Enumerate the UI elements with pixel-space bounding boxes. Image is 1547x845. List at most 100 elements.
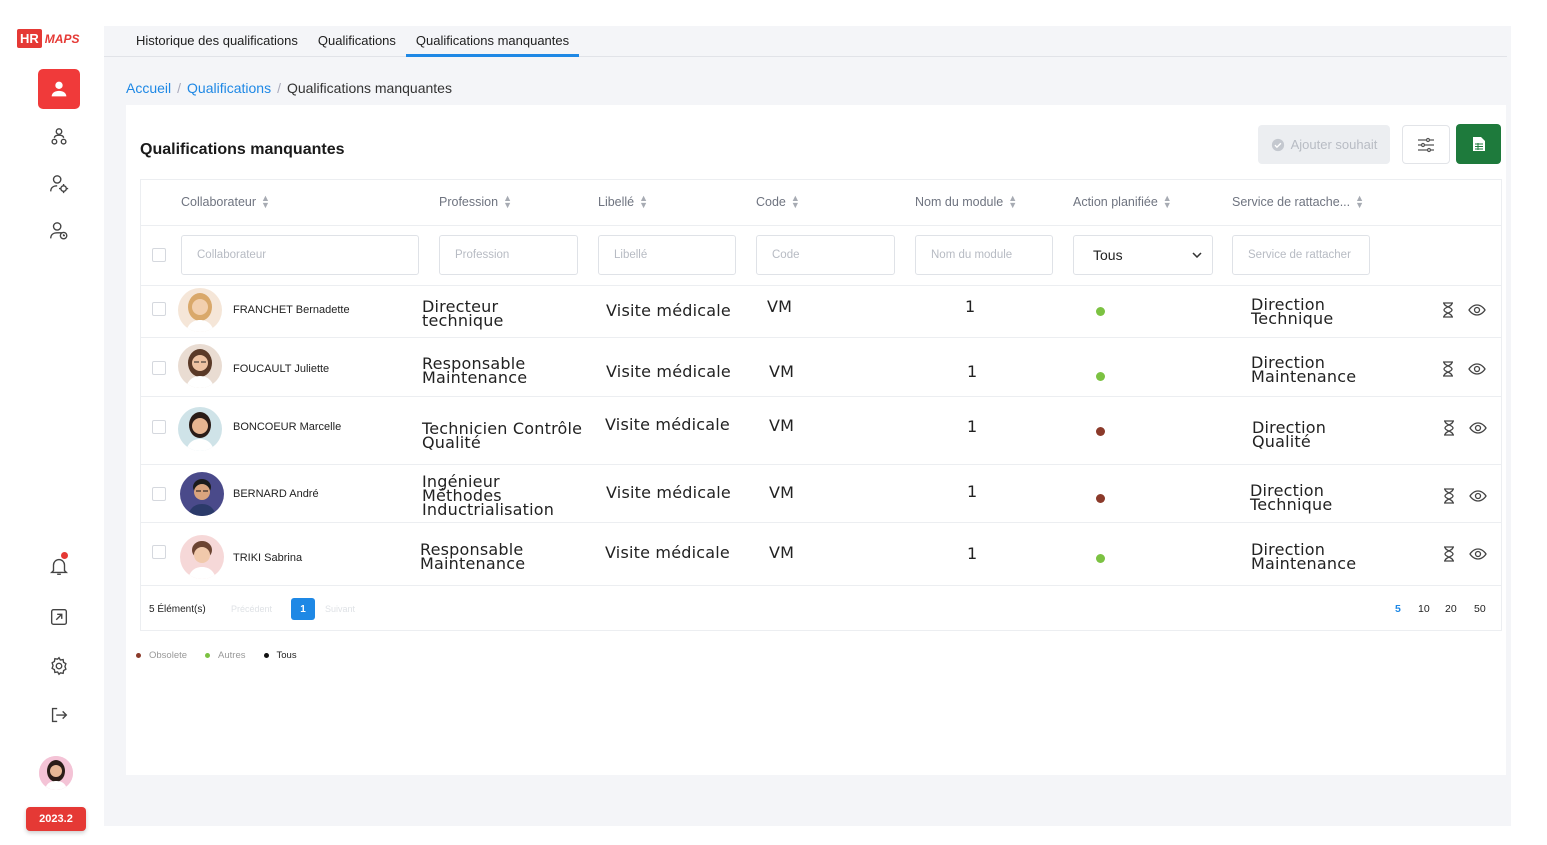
select-all-checkbox[interactable]	[152, 248, 166, 262]
page-title: Qualifications manquantes	[140, 141, 345, 158]
service-line: Technique	[1250, 495, 1333, 514]
eye-icon[interactable]	[1469, 487, 1487, 505]
code-cell: VM	[767, 297, 793, 316]
profession-cell: Ingénieur Méthodes Inductrialisation	[422, 472, 554, 518]
collaborateur-name[interactable]: BERNARD André	[233, 488, 319, 500]
hourglass-icon[interactable]	[1440, 487, 1458, 505]
sort-icon: ▲ ▼	[790, 193, 800, 210]
status-legend: Obsolete Autres Tous	[136, 650, 297, 661]
column-label: Code	[756, 195, 786, 209]
module-cell: 1	[967, 417, 978, 436]
module-cell: 1	[967, 362, 978, 381]
hrmaps-logo[interactable]: HR MAPS	[17, 29, 79, 48]
sidebar-item-hierarchy[interactable]	[38, 117, 80, 157]
row-checkbox[interactable]	[152, 545, 166, 559]
user-avatar[interactable]	[39, 756, 73, 790]
legend-autres[interactable]: Autres	[205, 650, 246, 661]
external-link-button[interactable]	[38, 597, 80, 637]
service-cell: Direction Maintenance	[1251, 542, 1356, 572]
sidebar-item-user-settings[interactable]	[38, 164, 80, 204]
filter-profession-input[interactable]: Profession	[439, 235, 578, 275]
legend-tous[interactable]: Tous	[263, 650, 297, 661]
bell-icon	[50, 558, 68, 575]
filter-action-select[interactable]: Tous	[1073, 235, 1213, 275]
filter-service-input[interactable]: Service de rattacher	[1232, 235, 1370, 275]
collaborateur-name[interactable]: FOUCAULT Juliette	[233, 363, 330, 375]
filter-settings-button[interactable]	[1402, 125, 1450, 164]
breadcrumb-section[interactable]: Qualifications	[187, 80, 272, 96]
logout-button[interactable]	[38, 695, 80, 735]
eye-icon[interactable]	[1468, 360, 1486, 378]
page-size-option[interactable]: 20	[1445, 603, 1457, 615]
column-label: Profession	[439, 195, 499, 209]
hourglass-icon[interactable]	[1440, 419, 1458, 437]
libelle-cell: Visite médicale	[605, 543, 730, 562]
page-size-option[interactable]: 50	[1474, 603, 1486, 615]
divider	[141, 225, 1501, 226]
settings-button[interactable]	[38, 646, 80, 686]
row-checkbox[interactable]	[152, 420, 166, 434]
service-line: Maintenance	[1251, 367, 1357, 386]
external-link-icon	[50, 608, 68, 626]
libelle-cell: Visite médicale	[605, 415, 730, 434]
export-excel-button[interactable]	[1456, 124, 1501, 164]
user-icon	[51, 81, 67, 97]
service-line: Technique	[1251, 309, 1334, 328]
spreadsheet-icon	[1472, 137, 1485, 151]
hourglass-icon[interactable]	[1440, 545, 1458, 563]
add-wish-button[interactable]: Ajouter souhait	[1258, 125, 1390, 164]
eye-icon[interactable]	[1469, 545, 1487, 563]
tab-historique[interactable]: Historique des qualifications	[136, 33, 298, 48]
tab-qualifications[interactable]: Qualifications	[317, 33, 396, 48]
page-size-option[interactable]: 10	[1418, 603, 1430, 615]
row-checkbox[interactable]	[152, 302, 166, 316]
column-header-libelle[interactable]: Libellé ▲ ▼	[598, 194, 648, 210]
eye-icon[interactable]	[1469, 419, 1487, 437]
column-label: Libellé	[598, 195, 635, 209]
eye-icon[interactable]	[1468, 301, 1486, 319]
row-checkbox[interactable]	[152, 361, 166, 375]
page-size-option[interactable]: 5	[1395, 603, 1401, 615]
column-header-code[interactable]: Code ▲ ▼	[756, 193, 800, 210]
column-label: Collaborateur	[181, 195, 257, 209]
column-label: Action planifiée	[1073, 195, 1158, 209]
column-header-service[interactable]: Service de rattache... ▲ ▼	[1232, 194, 1364, 210]
filter-module-input[interactable]: Nom du module	[915, 235, 1053, 275]
column-header-module[interactable]: Nom du module ▲ ▼	[915, 194, 1017, 210]
filter-libelle-input[interactable]: Libellé	[598, 235, 736, 275]
sliders-icon	[1418, 137, 1434, 152]
next-page-button[interactable]: Suivant	[325, 604, 356, 614]
breadcrumb-home[interactable]: Accueil	[126, 80, 172, 96]
users-hierarchy-icon	[51, 128, 67, 145]
code-cell: VM	[769, 416, 795, 435]
previous-page-button[interactable]: Précédent	[231, 604, 273, 614]
chevron-down-icon	[1192, 252, 1202, 258]
collaborateur-name[interactable]: FRANCHET Bernadette	[233, 304, 350, 316]
hourglass-icon[interactable]	[1439, 301, 1457, 319]
sidebar-item-user-clock[interactable]	[38, 211, 80, 251]
service-cell: Direction Technique	[1251, 297, 1334, 328]
legend-dot	[205, 653, 211, 658]
tab-qualifications-manquantes[interactable]: Qualifications manquantes	[405, 26, 580, 57]
collaborateur-name[interactable]: BONCOEUR Marcelle	[233, 421, 342, 433]
filter-collaborateur-input[interactable]: Collaborateur	[181, 235, 419, 275]
page-number-button[interactable]: 1	[291, 598, 315, 620]
row-checkbox[interactable]	[152, 487, 166, 501]
column-header-action[interactable]: Action planifiée ▲ ▼	[1073, 194, 1172, 210]
notifications-button[interactable]	[38, 546, 80, 586]
table-footer: 5 Élément(s) Précédent 1 Suivant 5 10 20…	[141, 590, 1501, 630]
element-count: 5 Élément(s)	[149, 604, 206, 615]
column-header-profession[interactable]: Profession ▲ ▼	[439, 194, 512, 210]
hourglass-icon[interactable]	[1439, 360, 1457, 378]
sidebar-item-profile[interactable]	[38, 69, 80, 109]
divider	[141, 522, 1501, 523]
sidebar: HR MAPS 2023.2	[0, 0, 104, 845]
column-header-collaborateur[interactable]: Collaborateur ▲ ▼	[181, 194, 270, 210]
collaborateur-name[interactable]: TRIKI Sabrina	[233, 552, 303, 564]
check-circle-icon	[1271, 138, 1284, 151]
filter-code-input[interactable]: Code	[756, 235, 895, 275]
legend-obsolete[interactable]: Obsolete	[136, 650, 187, 661]
module-cell: 1	[967, 544, 978, 563]
profession-line: Directeur	[422, 297, 499, 316]
profession-line: Ingénieur	[422, 472, 500, 491]
